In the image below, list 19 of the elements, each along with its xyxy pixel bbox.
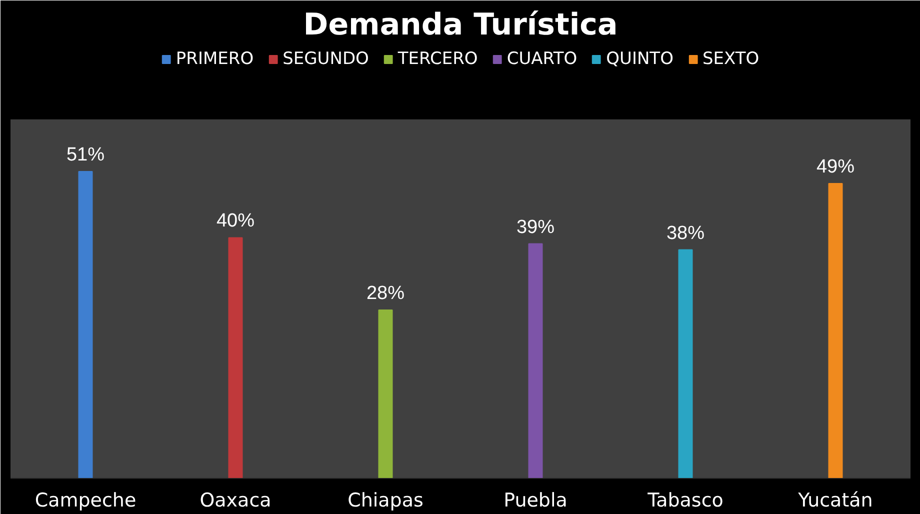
x-tick-label: Tabasco xyxy=(646,490,724,512)
data-label: 28% xyxy=(366,282,405,304)
data-label: 51% xyxy=(66,144,105,166)
data-label: 38% xyxy=(666,222,705,244)
x-tick-label: Puebla xyxy=(504,490,568,512)
x-tick-label: Chiapas xyxy=(348,490,424,512)
x-tick-label: Campeche xyxy=(34,490,136,512)
legend-label: SEXTO xyxy=(702,49,760,69)
data-label: 49% xyxy=(816,156,855,178)
legend-label: TERCERO xyxy=(398,49,478,69)
chart-title: Demanda Turística xyxy=(303,8,618,42)
data-label: 40% xyxy=(216,210,255,232)
data-label: 39% xyxy=(516,216,555,238)
x-tick-label: Oaxaca xyxy=(200,490,272,512)
legend-label: CUARTO xyxy=(506,49,578,69)
legend-label: SEGUNDO xyxy=(282,49,369,69)
legend-label: PRIMERO xyxy=(176,49,254,69)
x-tick-label: Yucatán xyxy=(797,490,873,512)
legend-label: QUINTO xyxy=(606,49,674,69)
